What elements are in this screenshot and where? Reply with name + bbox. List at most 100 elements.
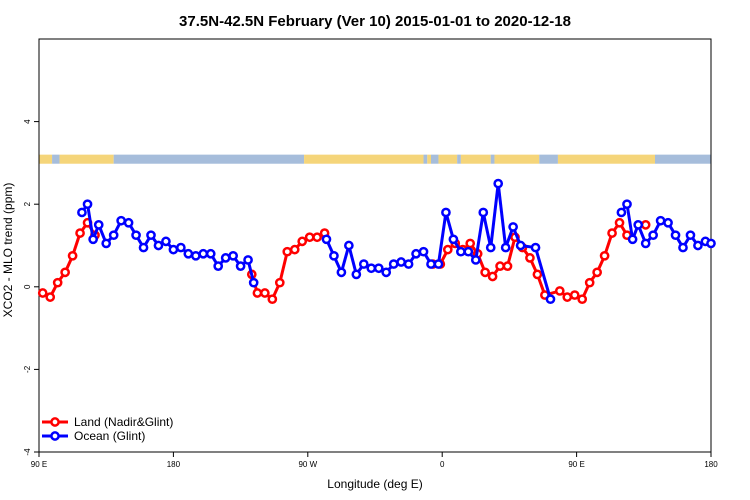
data-point <box>321 234 332 245</box>
y-tick-label: 4 <box>23 119 32 124</box>
data-point <box>388 259 399 269</box>
data-point <box>515 240 526 251</box>
x-tick-label: 180 <box>167 460 181 469</box>
series-ocean <box>77 178 716 305</box>
data-point <box>480 267 490 278</box>
data-point <box>478 207 489 218</box>
data-point <box>500 242 511 253</box>
data-point <box>463 246 474 257</box>
data-point <box>366 263 377 274</box>
data-point <box>60 267 70 278</box>
data-point <box>640 238 651 249</box>
data-point <box>426 259 436 269</box>
data-point <box>205 248 216 259</box>
band-segment-land <box>438 154 458 164</box>
legend: Land (Nadir&Glint)Ocean (Glint) <box>42 415 173 443</box>
data-point <box>545 294 556 305</box>
data-point <box>67 250 78 261</box>
data-point <box>633 220 644 230</box>
data-point <box>45 292 56 302</box>
data-point <box>525 253 535 263</box>
data-point <box>456 246 466 257</box>
legend-label: Land (Nadir&Glint) <box>74 415 173 429</box>
data-point <box>599 250 610 261</box>
land-ocean-band <box>39 154 711 164</box>
series-segment <box>481 212 493 248</box>
data-point <box>77 207 87 218</box>
data-point <box>274 277 285 288</box>
data-point <box>685 230 696 241</box>
band-segment-ocean <box>52 154 60 164</box>
y-tick-label: -4 <box>23 448 32 456</box>
series-segment <box>496 183 508 248</box>
data-point <box>213 261 224 271</box>
data-point <box>168 244 179 255</box>
band-segment-land <box>557 154 655 164</box>
series-segment <box>347 245 358 275</box>
series-segment <box>436 212 448 265</box>
y-tick-label: -2 <box>23 365 32 373</box>
data-point <box>297 236 308 247</box>
series-segment <box>534 247 552 300</box>
data-point <box>220 253 231 263</box>
data-point <box>312 232 322 243</box>
data-point <box>562 292 573 302</box>
data-point <box>433 259 444 269</box>
data-point <box>614 217 625 228</box>
data-point <box>267 294 278 305</box>
data-point <box>37 288 48 298</box>
band-segment-ocean <box>113 154 305 164</box>
data-point <box>442 244 453 255</box>
data-point <box>487 271 498 282</box>
data-point <box>655 215 666 226</box>
data-point <box>248 277 259 288</box>
data-point <box>569 290 580 300</box>
legend-label: Ocean (Glint) <box>74 429 145 443</box>
data-point <box>131 230 141 241</box>
data-point <box>592 267 602 278</box>
y-axis-label: XCO2 - MLO trend (ppm) <box>1 183 15 318</box>
series-segment <box>506 236 517 267</box>
data-point <box>190 250 201 261</box>
x-tick-label: 90 E <box>31 460 47 469</box>
data-point <box>465 238 476 249</box>
data-point <box>470 255 481 265</box>
data-point <box>403 259 414 269</box>
data-point <box>93 220 104 230</box>
band-segment-ocean <box>655 154 711 164</box>
data-point <box>344 240 354 251</box>
legend-marker <box>50 431 60 441</box>
data-point <box>108 230 119 241</box>
y-tick-label: 2 <box>23 201 32 206</box>
data-point <box>75 228 85 238</box>
x-tick-label: 90 W <box>298 460 317 469</box>
data-point <box>116 215 126 226</box>
band-segment-land <box>427 154 431 164</box>
data-point <box>418 246 429 257</box>
data-point <box>441 207 451 218</box>
data-point <box>282 246 293 257</box>
chart-title: 37.5N-42.5N February (Ver 10) 2015-01-01… <box>179 13 571 30</box>
data-point <box>336 267 347 278</box>
data-point <box>198 248 209 259</box>
x-tick-label: 180 <box>704 460 718 469</box>
x-tick-label: 0 <box>440 460 445 469</box>
band-segment-ocean <box>431 154 439 164</box>
data-point <box>138 242 149 253</box>
x-axis-label: Longitude (deg E) <box>327 477 422 491</box>
data-point <box>82 199 93 210</box>
data-point <box>304 232 315 243</box>
data-point <box>373 263 384 274</box>
data-point <box>411 248 421 259</box>
band-segment-land <box>460 154 491 164</box>
data-point <box>101 238 112 249</box>
data-point <box>706 238 716 249</box>
band-segment-land <box>494 154 540 164</box>
data-point <box>448 234 459 245</box>
series-segment <box>278 251 289 284</box>
legend-marker <box>50 417 60 427</box>
data-point <box>532 269 543 280</box>
data-point <box>252 288 263 298</box>
data-point <box>351 269 362 280</box>
